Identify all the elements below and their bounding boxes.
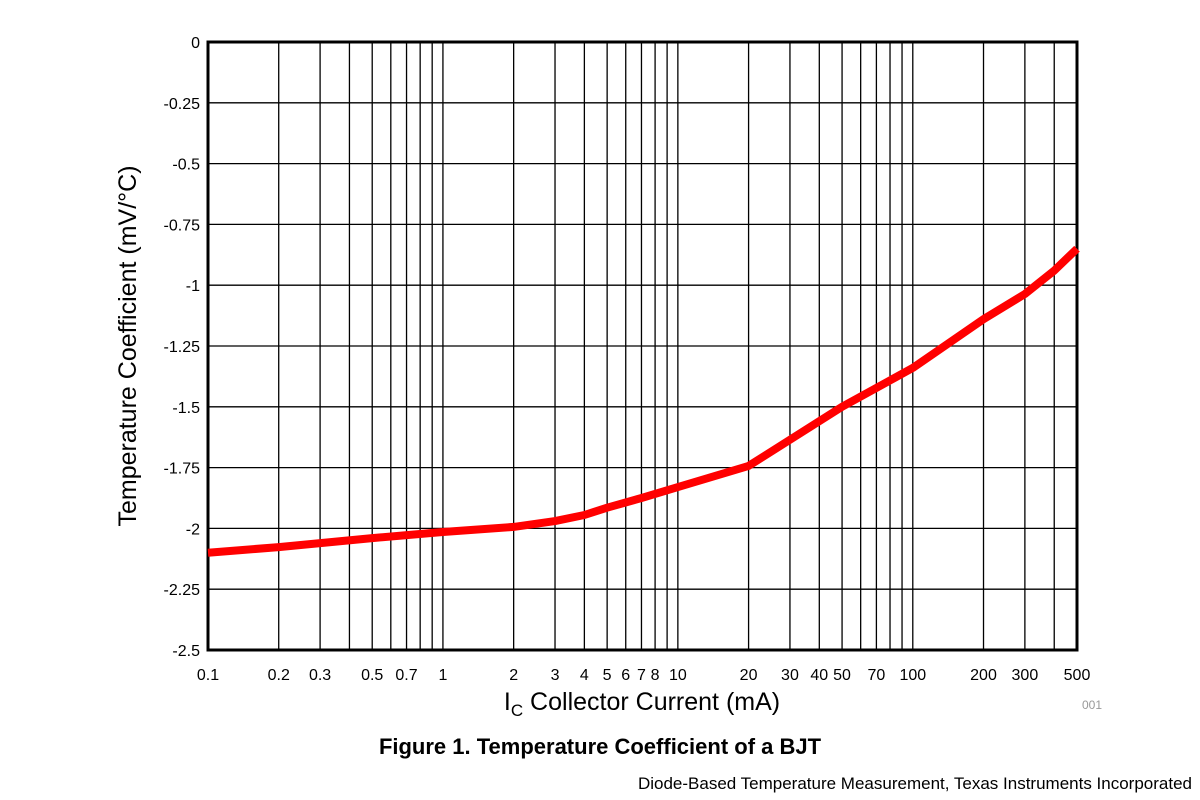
x-tick-label: 20 [740, 667, 758, 684]
y-tick-label: -1 [186, 278, 200, 295]
x-axis-label: IC Collector Current (mA) [504, 688, 780, 720]
x-tick-label: 50 [833, 667, 851, 684]
y-tick-label: -2.25 [164, 582, 201, 599]
x-tick-label: 0.2 [268, 667, 290, 684]
y-tick-label: -0.25 [164, 96, 201, 113]
y-tick-label: -1.5 [172, 400, 200, 417]
y-tick-label: -1.25 [164, 339, 201, 356]
y-tick-label: -1.75 [164, 461, 201, 478]
chart-title: Figure 1. Temperature Coefficient of a B… [378, 734, 822, 759]
x-tick-label: 5 [603, 667, 612, 684]
y-axis-label: Temperature Coefficient (mV/°C) [114, 165, 142, 526]
x-tick-label: 30 [781, 667, 799, 684]
y-tick-label: -0.75 [164, 217, 201, 234]
x-tick-label: 200 [970, 667, 997, 684]
x-tick-label: 70 [868, 667, 886, 684]
plot-frame [206, 40, 1079, 652]
x-tick-label: 4 [580, 667, 589, 684]
x-tick-label: 0.5 [361, 667, 383, 684]
x-tick-label: 0.3 [309, 667, 331, 684]
y-tick-label: -0.5 [172, 157, 200, 174]
figure-id: 001 [1082, 698, 1103, 712]
series-line [207, 245, 1080, 557]
y-tick-label: -2 [186, 521, 200, 538]
x-tick-label: 0.1 [197, 667, 219, 684]
x-tick-label: 8 [651, 667, 660, 684]
x-tick-label: 100 [899, 667, 926, 684]
x-tick-label: 2 [509, 667, 518, 684]
y-tick-label: 0 [191, 35, 200, 52]
x-tick-label: 1 [438, 667, 447, 684]
x-tick-label: 7 [637, 667, 646, 684]
x-tick-label: 0.7 [395, 667, 417, 684]
x-tick-label: 10 [669, 667, 687, 684]
x-tick-label: 40 [810, 667, 828, 684]
source-credit: Diode-Based Temperature Measurement, Tex… [637, 774, 1192, 793]
y-tick-label: -2.5 [172, 643, 200, 660]
x-tick-label: 3 [551, 667, 560, 684]
x-tick-label: 300 [1012, 667, 1039, 684]
x-tick-label: 500 [1064, 667, 1091, 684]
x-tick-label: 6 [621, 667, 630, 684]
